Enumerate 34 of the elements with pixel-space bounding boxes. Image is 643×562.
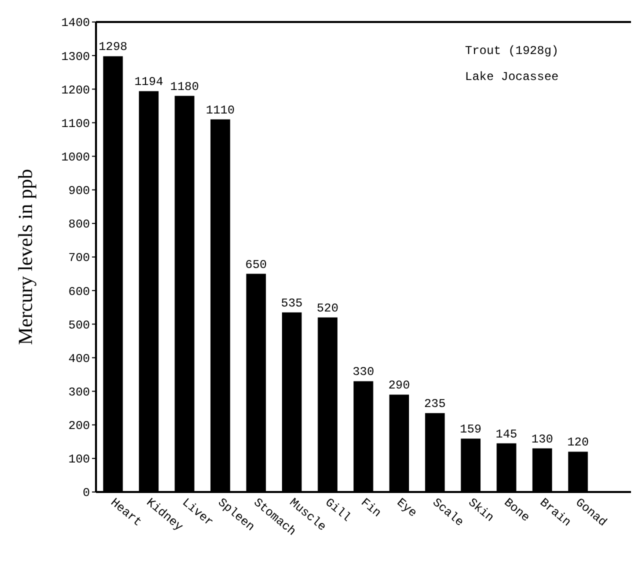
data-label: 145 bbox=[496, 427, 518, 442]
data-label: 235 bbox=[424, 397, 446, 412]
y-tick-label: 800 bbox=[68, 218, 90, 232]
data-label: 120 bbox=[567, 436, 589, 450]
data-label: 290 bbox=[388, 378, 410, 393]
y-tick-label: 500 bbox=[68, 318, 90, 332]
y-tick-label: 400 bbox=[68, 352, 90, 366]
y-tick-label: 1100 bbox=[61, 116, 90, 131]
y-tick-label: 700 bbox=[68, 251, 90, 266]
annotation: Trout (1928g) bbox=[465, 44, 559, 58]
y-tick-label: 1000 bbox=[61, 150, 90, 164]
data-label: 650 bbox=[245, 258, 267, 272]
data-label: 535 bbox=[281, 296, 303, 310]
y-tick-label: 0 bbox=[82, 486, 90, 500]
x-tick-label: Eye bbox=[394, 496, 420, 520]
y-tick-label: 1200 bbox=[61, 83, 90, 98]
y-tick-label: 200 bbox=[68, 419, 90, 434]
data-label: 130 bbox=[531, 432, 554, 446]
data-label: 1110 bbox=[206, 103, 235, 118]
y-tick-label: 1400 bbox=[61, 16, 90, 30]
x-tick-label: Fin bbox=[358, 496, 384, 520]
data-label: 159 bbox=[460, 422, 482, 437]
y-tick-label: 1300 bbox=[61, 50, 90, 64]
y-tick-label: 900 bbox=[68, 184, 90, 198]
data-label: 1298 bbox=[98, 40, 128, 54]
y-tick-label: 100 bbox=[68, 452, 90, 467]
annotation: Lake Jocassee bbox=[465, 70, 559, 84]
y-tick-label: 300 bbox=[68, 385, 90, 400]
data-label: 520 bbox=[316, 301, 338, 316]
y-axis-title: Mercury levels in ppb bbox=[15, 168, 37, 346]
data-label: 1194 bbox=[134, 75, 164, 90]
y-tick-label: 600 bbox=[68, 284, 90, 299]
data-label: 1180 bbox=[170, 80, 199, 94]
data-label: 330 bbox=[352, 365, 374, 380]
